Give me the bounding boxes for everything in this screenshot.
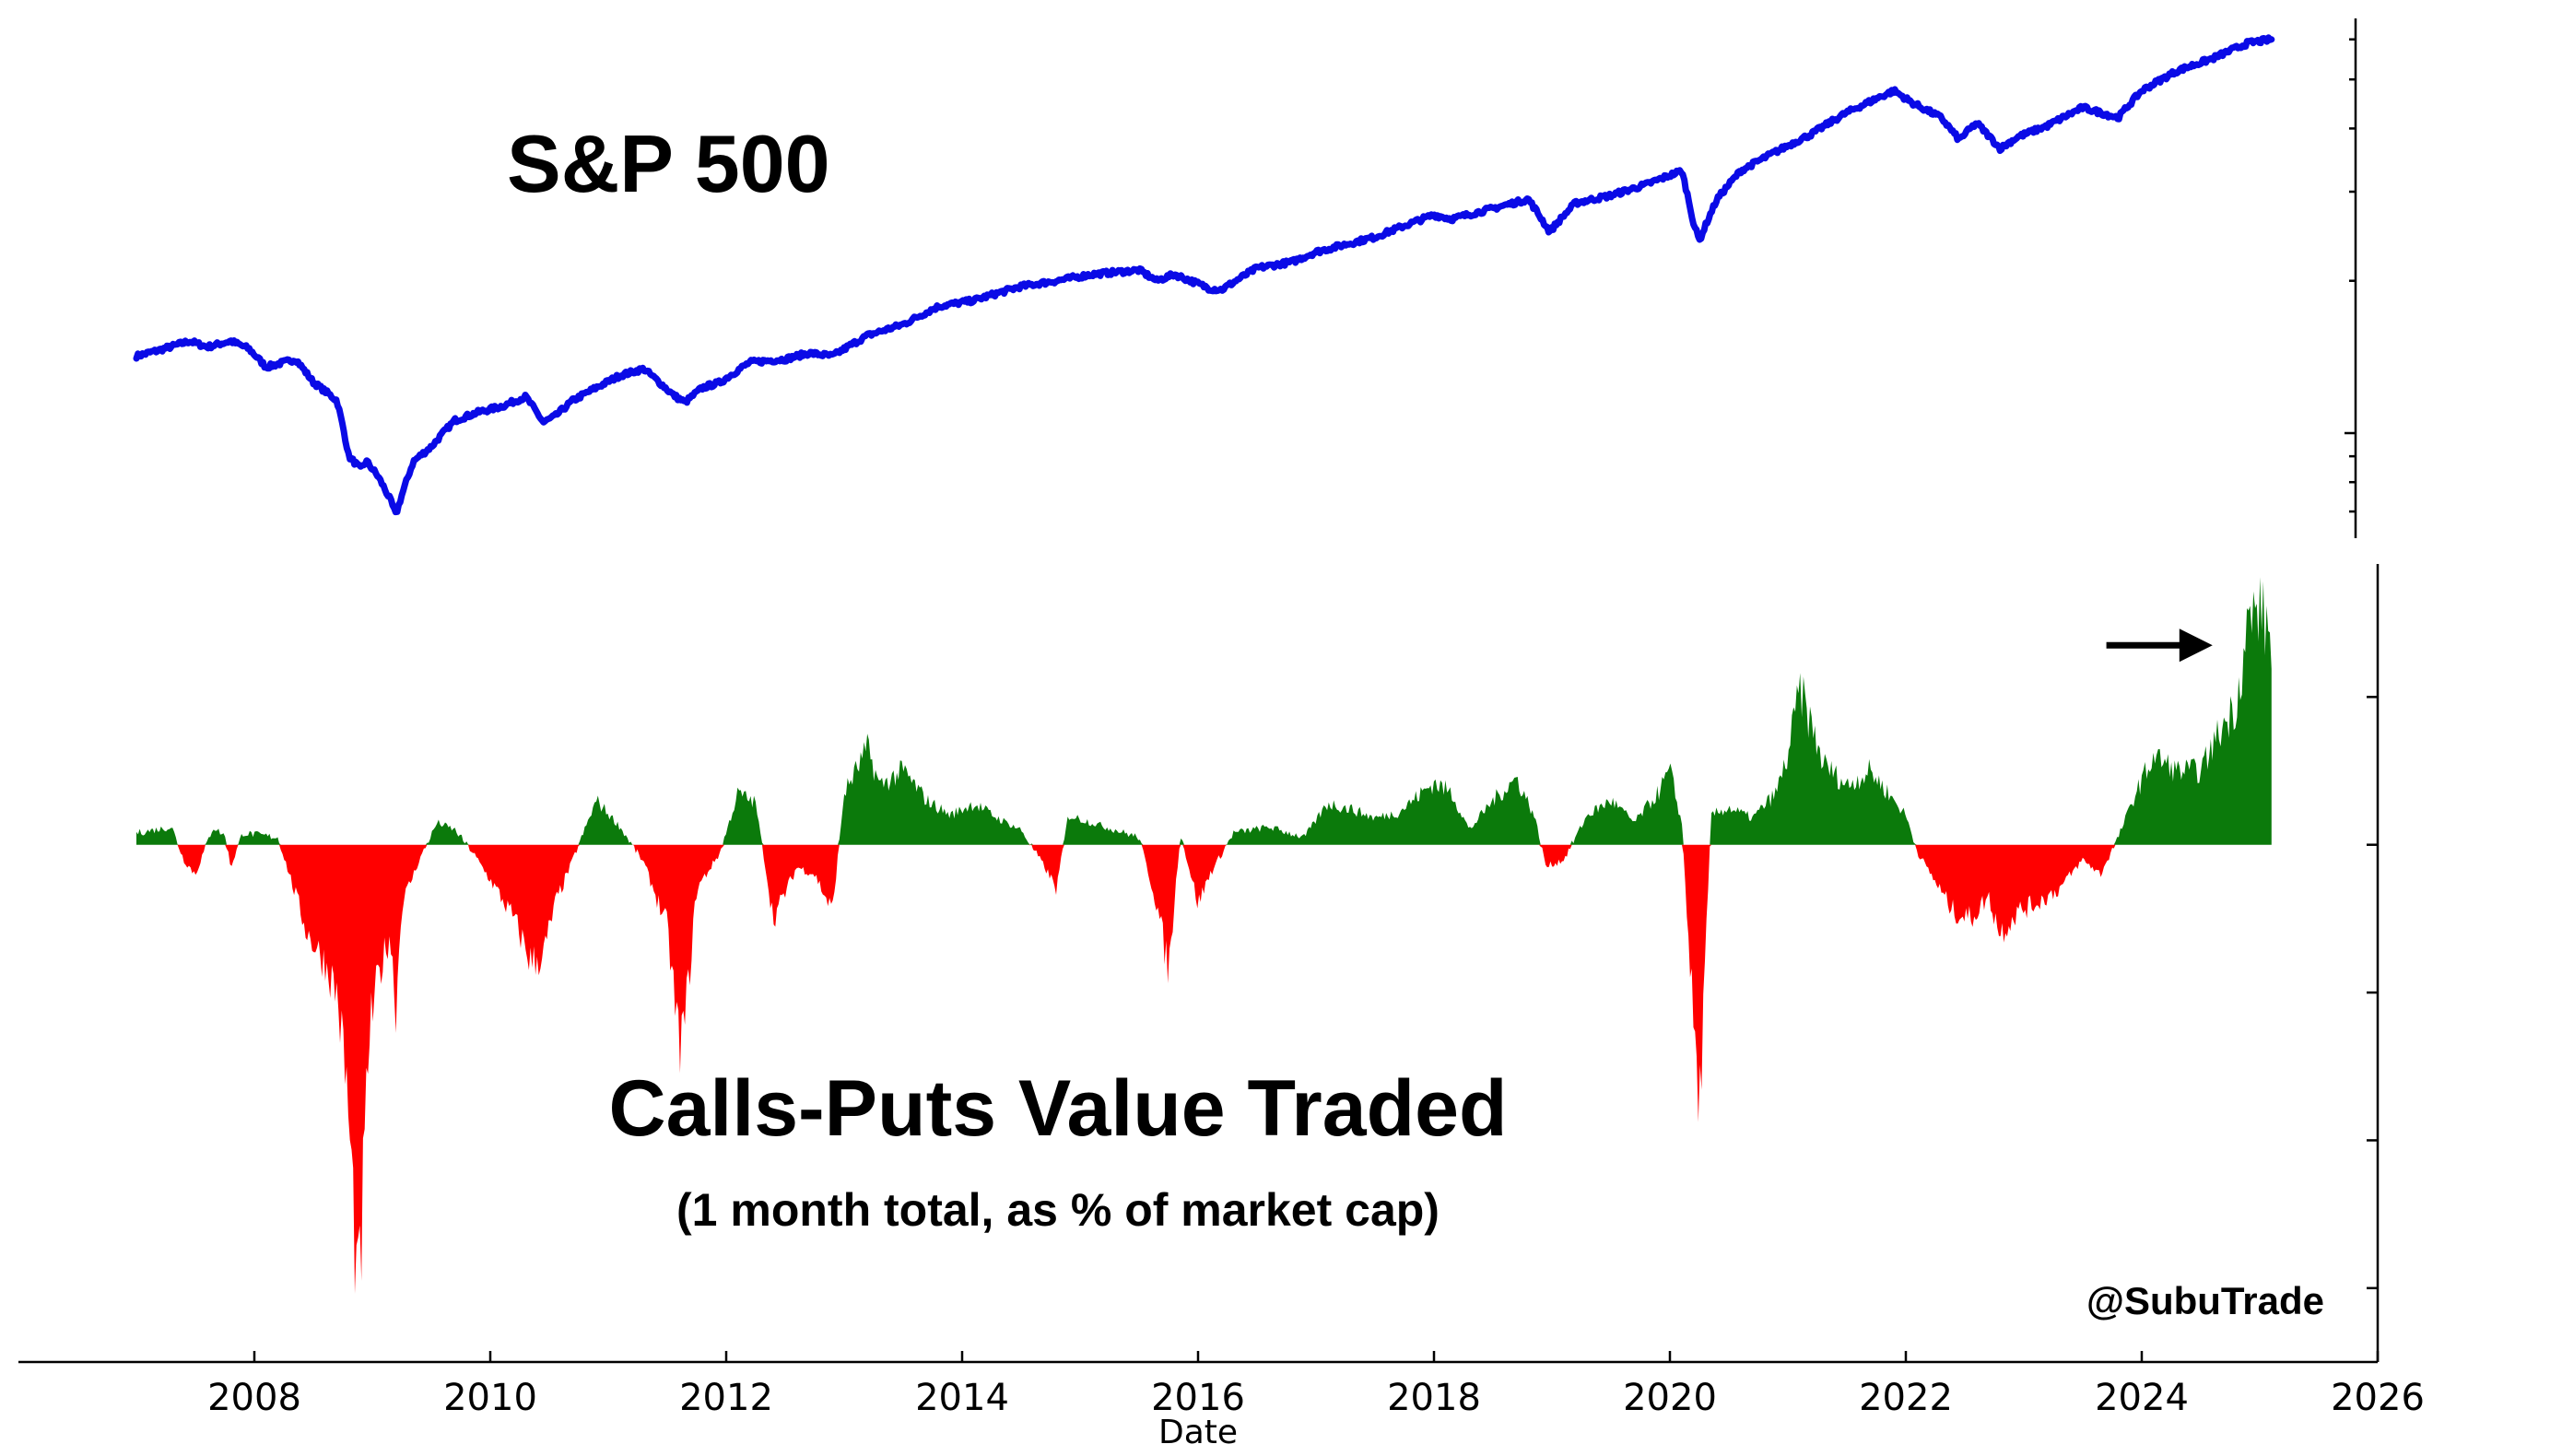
arrow-head — [2179, 628, 2213, 663]
annotation-arrow — [2106, 628, 2213, 663]
calls-puts-panel: 2008 2010 2012 2014 2016 2018 2020 2022 2024 2026… — [18, 564, 2425, 1451]
x-tick-label: 2010 — [443, 1377, 537, 1419]
x-tick-label: 2018 — [1387, 1377, 1481, 1419]
credit-label: @SubuTrade — [2086, 1279, 2324, 1322]
x-tick-label: 2026 — [2331, 1377, 2425, 1419]
calls-puts-title: Calls-Puts Value Traded — [608, 1064, 1507, 1153]
x-tick-label: 2008 — [207, 1377, 301, 1419]
bottom-right-axis-ticks — [2367, 696, 2378, 1290]
sp500-panel: S&P 500 — [133, 18, 2357, 538]
calls-puts-positive-area — [136, 577, 2272, 845]
x-axis-ticks: 2008 2010 2012 2014 2016 2018 2020 2022 2024 2026 — [207, 1351, 2425, 1419]
x-tick-label: 2016 — [1151, 1377, 1245, 1419]
sp500-title: S&P 500 — [507, 118, 830, 209]
x-axis-label: Date — [1158, 1414, 1238, 1451]
calls-puts-negative-area — [136, 844, 2272, 1294]
x-tick-label: 2022 — [1859, 1377, 1953, 1419]
x-tick-label: 2014 — [915, 1377, 1009, 1419]
top-right-axis-ticks — [2345, 38, 2356, 513]
x-tick-label: 2020 — [1623, 1377, 1717, 1419]
x-tick-label: 2012 — [679, 1377, 773, 1419]
sp500-line — [133, 34, 2275, 516]
calls-puts-subtitle: (1 month total, as % of market cap) — [676, 1184, 1440, 1236]
x-tick-label: 2024 — [2095, 1377, 2189, 1419]
